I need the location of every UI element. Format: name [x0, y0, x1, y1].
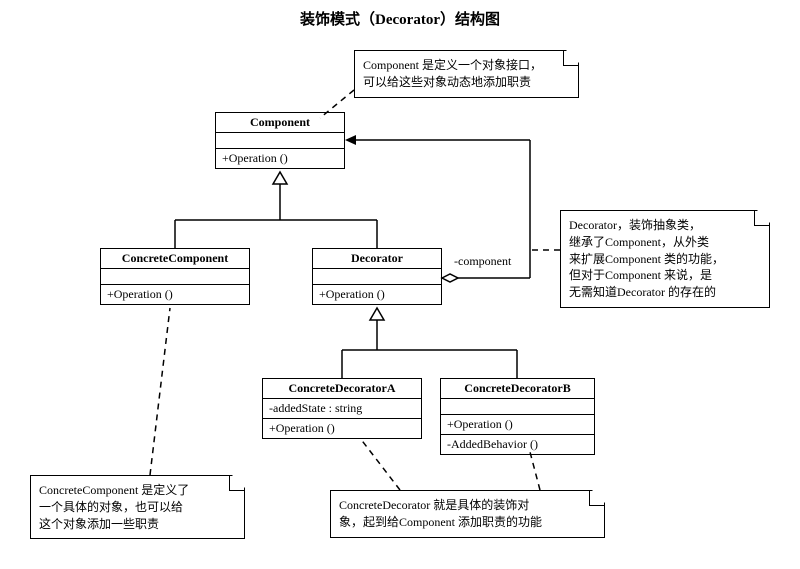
- note-component: Component 是定义一个对象接口，可以给这些对象动态地添加职责: [354, 50, 579, 98]
- note-link-cdb: [530, 452, 540, 490]
- node-cda-name: ConcreteDecoratorA: [263, 379, 421, 399]
- node-decorator-ops: +Operation (): [313, 285, 441, 304]
- note-concrete-component: ConcreteComponent 是定义了一个具体的对象，也可以给这个对象添加…: [30, 475, 245, 539]
- node-cdb-ops1: +Operation (): [441, 415, 594, 435]
- node-component-ops: +Operation (): [216, 149, 344, 168]
- node-decorator-name: Decorator: [313, 249, 441, 269]
- node-concrete-component-name: ConcreteComponent: [101, 249, 249, 269]
- label-component-role: -component: [454, 254, 511, 269]
- node-concrete-decorator-b: ConcreteDecoratorB +Operation () -AddedB…: [440, 378, 595, 455]
- node-cda-ops: +Operation (): [263, 419, 421, 438]
- node-concrete-decorator-a: ConcreteDecoratorA -addedState : string …: [262, 378, 422, 439]
- node-concrete-component-ops: +Operation (): [101, 285, 249, 304]
- node-cdb-name: ConcreteDecoratorB: [441, 379, 594, 399]
- node-component-attrs: [216, 133, 344, 149]
- node-decorator: Decorator +Operation (): [312, 248, 442, 305]
- note-decorator: Decorator，装饰抽象类，继承了Component，从外类来扩展Compo…: [560, 210, 770, 308]
- node-decorator-attrs: [313, 269, 441, 285]
- note-concrete-decorator: ConcreteDecorator 就是具体的装饰对象，起到给Component…: [330, 490, 605, 538]
- node-cda-attrs: -addedState : string: [263, 399, 421, 419]
- aggregation-diamond: [442, 274, 458, 282]
- inherit-triangle-decorator: [370, 308, 384, 320]
- node-cdb-attrs: [441, 399, 594, 415]
- diagram-title: 装饰模式（Decorator）结构图: [0, 0, 800, 29]
- note-link-concrete-component: [150, 308, 170, 475]
- node-concrete-component-attrs: [101, 269, 249, 285]
- node-component-name: Component: [216, 113, 344, 133]
- node-concrete-component: ConcreteComponent +Operation (): [100, 248, 250, 305]
- node-component: Component +Operation (): [215, 112, 345, 169]
- inherit-triangle-component: [273, 172, 287, 184]
- node-cdb-ops2: -AddedBehavior (): [441, 435, 594, 454]
- note-link-cda: [360, 438, 400, 490]
- aggregation-arrowhead: [345, 135, 356, 145]
